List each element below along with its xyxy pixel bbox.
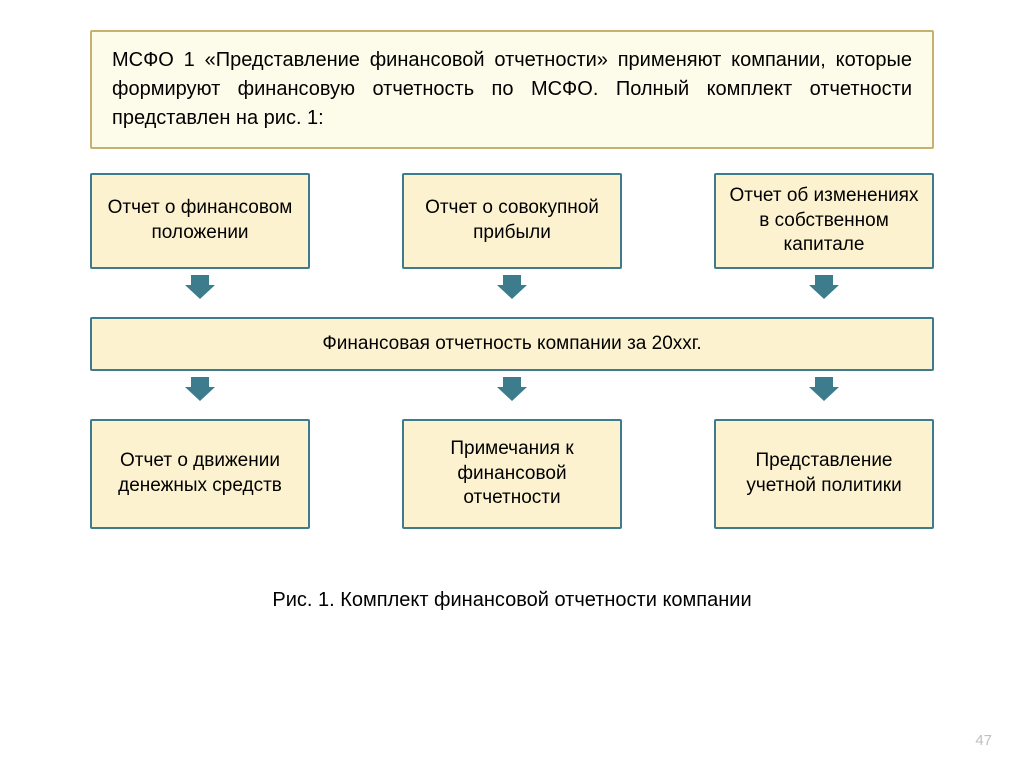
arrow-down-icon	[185, 275, 215, 299]
arrow-down-icon	[809, 377, 839, 401]
node-cash-flow: Отчет о движении денежных средств	[90, 419, 310, 529]
caption-text: Рис. 1. Комплект финансовой отчетности к…	[272, 589, 751, 611]
page-number: 47	[975, 732, 992, 749]
node-label: Отчет о финансовом положении	[104, 196, 296, 245]
node-equity-changes: Отчет об изменениях в собственном капита…	[714, 173, 934, 269]
node-notes: Примечания к финансовой отчетности	[402, 419, 622, 529]
arrows-top-to-center	[90, 275, 934, 299]
header-text: МСФО 1 «Представление финансовой отчетно…	[112, 49, 912, 129]
node-comprehensive-income: Отчет о совокупной прибыли	[402, 173, 622, 269]
bottom-row: Отчет о движении денежных средств Примеч…	[90, 419, 934, 529]
top-row: Отчет о финансовом положении Отчет о сов…	[90, 173, 934, 269]
node-label: Представление учетной политики	[728, 449, 920, 498]
arrow-down-icon	[497, 377, 527, 401]
arrows-center-to-bottom	[90, 377, 934, 401]
arrow-down-icon	[185, 377, 215, 401]
arrow-down-icon	[809, 275, 839, 299]
node-label: Финансовая отчетность компании за 20ххг.	[322, 332, 701, 357]
arrow-down-icon	[497, 275, 527, 299]
node-label: Отчет об изменениях в собственном капита…	[728, 184, 920, 258]
node-label: Примечания к финансовой отчетности	[416, 437, 608, 511]
node-center-financial-reporting: Финансовая отчетность компании за 20ххг.	[90, 317, 934, 371]
header-box: МСФО 1 «Представление финансовой отчетно…	[90, 30, 934, 149]
node-accounting-policy: Представление учетной политики	[714, 419, 934, 529]
node-label: Отчет о движении денежных средств	[104, 449, 296, 498]
page-number-value: 47	[975, 732, 992, 749]
node-financial-position: Отчет о финансовом положении	[90, 173, 310, 269]
node-label: Отчет о совокупной прибыли	[416, 196, 608, 245]
figure-caption: Рис. 1. Комплект финансовой отчетности к…	[90, 589, 934, 612]
